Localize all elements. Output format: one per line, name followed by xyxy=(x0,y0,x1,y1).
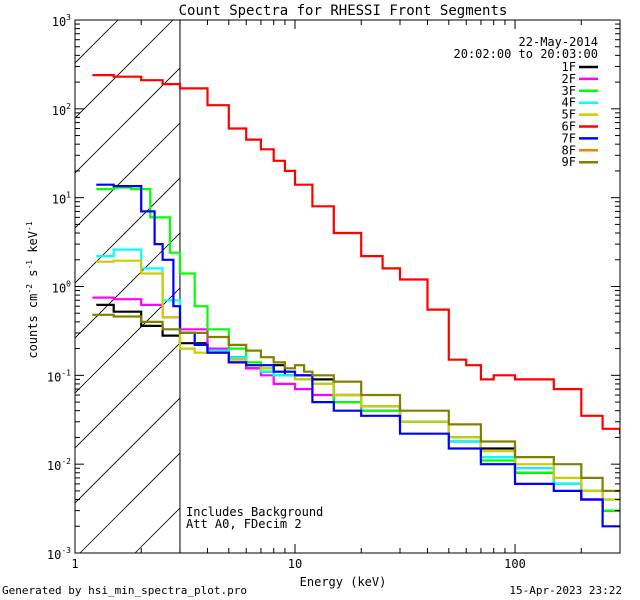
y-tick-label: 100 xyxy=(52,280,71,296)
legend-label: 8F xyxy=(562,143,576,157)
x-axis-label: Energy (keV) xyxy=(300,575,387,589)
y-axis: 10-3 10-2 10-1 100 101 102 103 xyxy=(47,13,620,562)
series-line-3f xyxy=(96,186,620,512)
series-group xyxy=(92,74,620,528)
legend-label: 7F xyxy=(562,131,576,145)
x-tick-label: 1 xyxy=(71,557,78,571)
series-line-6f xyxy=(92,74,620,434)
hatch-line xyxy=(355,0,640,553)
annotation-text: Includes Background xyxy=(186,505,323,519)
y-tick-label: 102 xyxy=(52,102,71,118)
hatch-line xyxy=(630,0,640,553)
hatch-line xyxy=(300,0,640,553)
y-axis-label: counts cm-2 s-1 keV-1 xyxy=(25,221,40,358)
hatch-line xyxy=(575,0,640,553)
legend-label: 6F xyxy=(562,120,576,134)
y-tick-label: 10-1 xyxy=(47,368,71,384)
x-tick-label: 100 xyxy=(504,557,526,571)
hatch-line xyxy=(520,0,640,553)
legend-label: 2F xyxy=(562,72,576,86)
hatch-line xyxy=(79,452,180,553)
footer-timestamp: 15-Apr-2023 23:22 xyxy=(509,584,622,597)
series-line-1f xyxy=(96,303,620,512)
chart-title: Count Spectra for RHESSI Front Segments xyxy=(179,3,508,19)
hatch-line xyxy=(75,67,180,174)
legend-label: 5F xyxy=(562,108,576,122)
hatch-line xyxy=(75,287,180,394)
hatch-line xyxy=(465,0,640,553)
date-label: 22-May-2014 xyxy=(519,35,598,49)
hatch-line xyxy=(75,342,180,449)
hatch-line xyxy=(75,20,119,64)
hatch-line xyxy=(75,20,174,119)
hatched-region xyxy=(75,0,640,553)
annotation-text: Att A0, FDecim 2 xyxy=(186,517,302,531)
legend-label: 1F xyxy=(562,60,576,74)
y-tick-label: 103 xyxy=(52,13,71,29)
hatch-line xyxy=(75,397,180,504)
legend-label: 9F xyxy=(562,155,576,169)
series-line-7f xyxy=(96,183,620,528)
series-line-9f xyxy=(92,313,620,492)
legend-label: 3F xyxy=(562,84,576,98)
y-tick-label: 10-2 xyxy=(47,457,71,473)
time-range-label: 20:02:00 to 20:03:00 xyxy=(454,47,599,61)
y-tick-label: 10-3 xyxy=(47,546,71,562)
y-tick-label: 101 xyxy=(52,191,71,207)
legend-label: 4F xyxy=(562,96,576,110)
footer-generated-by: Generated by hsi_min_spectra_plot.pro xyxy=(2,584,247,597)
hatch-line xyxy=(75,177,180,284)
x-tick-label: 10 xyxy=(288,557,302,571)
series-line-4f xyxy=(96,248,620,501)
hatch-line xyxy=(75,232,180,339)
x-axis: 1 10 100 xyxy=(71,20,621,571)
hatch-line xyxy=(410,0,640,553)
